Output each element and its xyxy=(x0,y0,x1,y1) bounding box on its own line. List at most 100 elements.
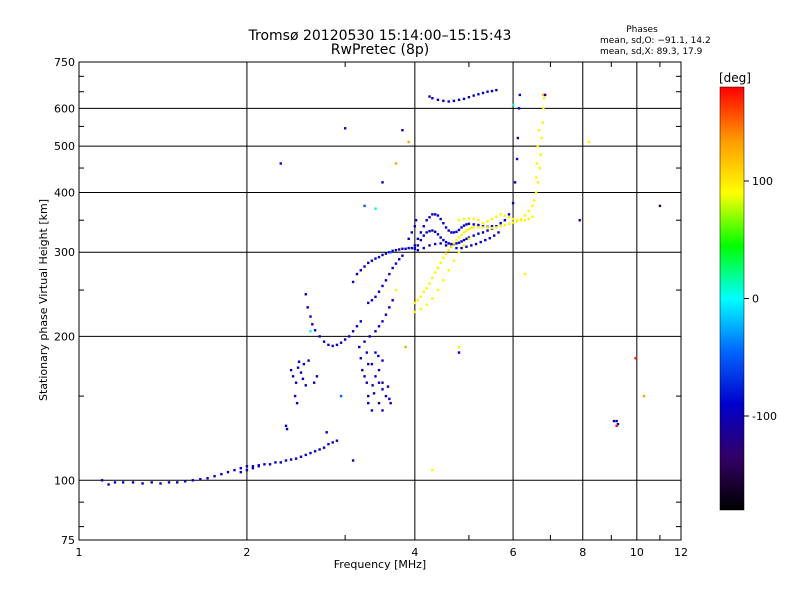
x-tick-label: 6 xyxy=(510,546,517,559)
data-point xyxy=(495,215,498,218)
data-point xyxy=(490,217,494,221)
data-point xyxy=(472,226,475,229)
data-point xyxy=(442,238,445,242)
data-point xyxy=(322,446,326,449)
data-point xyxy=(507,216,511,219)
colorbar-tick-label: 0 xyxy=(752,293,759,306)
data-point xyxy=(460,226,463,229)
data-point xyxy=(419,231,423,234)
data-point xyxy=(335,343,339,347)
data-point xyxy=(176,481,179,484)
data-point xyxy=(363,204,366,208)
data-point xyxy=(541,121,544,124)
data-point xyxy=(507,222,511,226)
data-point xyxy=(467,237,471,241)
phases-heading: Phases xyxy=(626,25,658,35)
data-point xyxy=(391,299,394,302)
data-point xyxy=(439,242,442,245)
data-point xyxy=(433,230,437,234)
data-point xyxy=(245,468,249,472)
y-tick-label: 200 xyxy=(54,330,75,343)
data-point xyxy=(331,344,334,348)
data-point xyxy=(367,362,370,366)
data-point xyxy=(488,236,491,240)
data-point xyxy=(537,128,541,132)
data-point xyxy=(455,242,458,245)
data-point xyxy=(289,458,293,461)
data-point xyxy=(452,99,456,103)
data-point xyxy=(309,330,312,333)
phases-line-o: mean, sd,O: −91.1, 14.2 xyxy=(600,36,711,46)
data-point xyxy=(304,293,307,296)
data-point xyxy=(327,442,330,446)
data-point xyxy=(377,401,381,405)
data-point xyxy=(416,299,420,302)
data-point xyxy=(384,279,388,282)
data-point xyxy=(444,244,448,247)
data-point xyxy=(372,392,376,395)
colorbar-tick-label: 100 xyxy=(752,175,773,188)
data-point xyxy=(381,381,384,384)
data-point xyxy=(239,466,242,470)
data-point xyxy=(452,231,456,234)
data-point xyxy=(587,140,590,144)
data-point xyxy=(481,91,485,95)
data-point xyxy=(401,247,404,250)
data-point xyxy=(433,242,437,246)
data-point xyxy=(455,238,458,242)
data-point xyxy=(284,459,288,462)
data-point xyxy=(455,246,458,250)
data-point xyxy=(351,330,355,333)
data-point xyxy=(233,468,236,472)
data-point xyxy=(381,409,384,412)
data-point xyxy=(462,231,466,234)
y-tick-label: 500 xyxy=(54,140,75,153)
data-point xyxy=(239,470,242,474)
data-point xyxy=(450,231,453,234)
data-point xyxy=(388,397,391,401)
y-tick-label: 750 xyxy=(54,56,75,69)
data-point xyxy=(410,231,413,234)
data-point xyxy=(100,479,104,482)
data-point xyxy=(322,340,326,343)
data-point xyxy=(465,229,468,232)
data-point xyxy=(347,335,351,338)
data-point xyxy=(527,217,530,221)
data-point xyxy=(442,222,445,225)
data-point xyxy=(318,335,321,338)
data-point xyxy=(394,262,398,265)
data-point xyxy=(460,240,463,243)
data-point xyxy=(291,375,295,378)
data-point xyxy=(107,483,110,486)
data-point xyxy=(279,461,282,464)
data-point xyxy=(499,225,502,228)
data-point xyxy=(472,217,475,221)
data-point xyxy=(447,100,450,103)
data-point xyxy=(183,480,187,483)
data-point xyxy=(422,225,425,228)
data-point xyxy=(542,107,545,110)
data-point xyxy=(543,93,547,97)
data-point xyxy=(431,297,434,300)
data-point xyxy=(450,242,453,246)
data-point xyxy=(634,357,637,360)
data-point xyxy=(503,214,507,217)
data-point xyxy=(351,280,355,284)
data-point xyxy=(355,272,359,276)
data-point xyxy=(499,213,502,216)
data-point xyxy=(436,233,440,236)
data-point xyxy=(436,266,440,270)
data-point xyxy=(374,330,377,333)
data-point xyxy=(439,217,442,221)
data-point xyxy=(299,371,303,374)
data-point xyxy=(534,176,538,179)
data-point xyxy=(452,259,456,262)
data-point xyxy=(431,468,434,472)
colorbar-tick-label: -100 xyxy=(752,410,777,423)
data-point xyxy=(309,451,312,455)
data-point xyxy=(365,351,368,354)
data-point xyxy=(313,450,317,453)
data-point xyxy=(481,226,485,229)
